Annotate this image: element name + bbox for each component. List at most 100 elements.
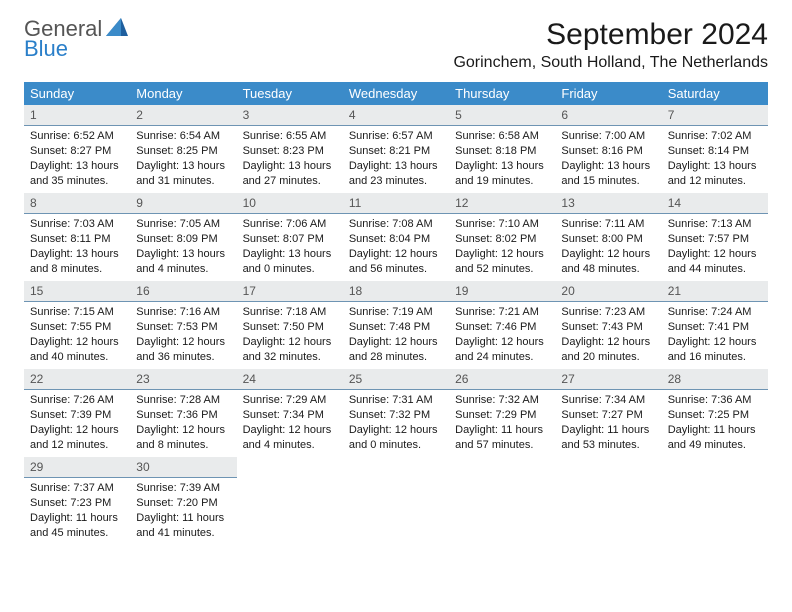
daylight-line1: Daylight: 12 hours [455,247,549,262]
daylight-line2: and 20 minutes. [561,350,655,365]
day-number: 14 [662,193,768,214]
day-details: Sunrise: 7:05 AMSunset: 8:09 PMDaylight:… [130,214,236,280]
day-number: 28 [662,369,768,390]
location-subtitle: Gorinchem, South Holland, The Netherland… [453,54,768,72]
daylight-line2: and 4 minutes. [243,438,337,453]
sunset-text: Sunset: 8:04 PM [349,232,443,247]
daylight-line2: and 44 minutes. [668,262,762,277]
calendar-day-cell: 28Sunrise: 7:36 AMSunset: 7:25 PMDayligh… [662,369,768,457]
daylight-line1: Daylight: 12 hours [561,335,655,350]
day-details: Sunrise: 7:34 AMSunset: 7:27 PMDaylight:… [555,390,661,456]
daylight-line1: Daylight: 11 hours [561,423,655,438]
sunset-text: Sunset: 7:27 PM [561,408,655,423]
calendar-day-cell [449,457,555,545]
sunrise-text: Sunrise: 7:02 AM [668,129,762,144]
daylight-line1: Daylight: 13 hours [136,159,230,174]
day-details: Sunrise: 7:03 AMSunset: 8:11 PMDaylight:… [24,214,130,280]
sunset-text: Sunset: 8:16 PM [561,144,655,159]
daylight-line2: and 57 minutes. [455,438,549,453]
calendar-day-cell: 5Sunrise: 6:58 AMSunset: 8:18 PMDaylight… [449,105,555,193]
day-details: Sunrise: 7:28 AMSunset: 7:36 PMDaylight:… [130,390,236,456]
sunset-text: Sunset: 8:23 PM [243,144,337,159]
sunrise-text: Sunrise: 7:21 AM [455,305,549,320]
calendar-week-row: 8Sunrise: 7:03 AMSunset: 8:11 PMDaylight… [24,193,768,281]
daylight-line1: Daylight: 11 hours [30,511,124,526]
sunset-text: Sunset: 8:25 PM [136,144,230,159]
sunrise-text: Sunrise: 7:24 AM [668,305,762,320]
calendar-day-cell: 14Sunrise: 7:13 AMSunset: 7:57 PMDayligh… [662,193,768,281]
sunrise-text: Sunrise: 6:58 AM [455,129,549,144]
calendar-day-cell: 24Sunrise: 7:29 AMSunset: 7:34 PMDayligh… [237,369,343,457]
daylight-line1: Daylight: 12 hours [243,335,337,350]
calendar-week-row: 29Sunrise: 7:37 AMSunset: 7:23 PMDayligh… [24,457,768,545]
sunset-text: Sunset: 7:57 PM [668,232,762,247]
daylight-line1: Daylight: 12 hours [30,423,124,438]
calendar-day-cell [237,457,343,545]
calendar-week-row: 22Sunrise: 7:26 AMSunset: 7:39 PMDayligh… [24,369,768,457]
day-details: Sunrise: 7:24 AMSunset: 7:41 PMDaylight:… [662,302,768,368]
calendar-day-cell: 22Sunrise: 7:26 AMSunset: 7:39 PMDayligh… [24,369,130,457]
daylight-line1: Daylight: 11 hours [455,423,549,438]
daylight-line2: and 19 minutes. [455,174,549,189]
daylight-line2: and 24 minutes. [455,350,549,365]
calendar-day-cell: 7Sunrise: 7:02 AMSunset: 8:14 PMDaylight… [662,105,768,193]
sunrise-text: Sunrise: 7:29 AM [243,393,337,408]
daylight-line1: Daylight: 13 hours [349,159,443,174]
day-details: Sunrise: 7:32 AMSunset: 7:29 PMDaylight:… [449,390,555,456]
daylight-line1: Daylight: 13 hours [243,247,337,262]
day-details: Sunrise: 6:52 AMSunset: 8:27 PMDaylight:… [24,126,130,192]
sunset-text: Sunset: 8:02 PM [455,232,549,247]
sunrise-text: Sunrise: 7:31 AM [349,393,443,408]
day-number: 22 [24,369,130,390]
day-details: Sunrise: 7:26 AMSunset: 7:39 PMDaylight:… [24,390,130,456]
day-details: Sunrise: 7:00 AMSunset: 8:16 PMDaylight:… [555,126,661,192]
daylight-line1: Daylight: 13 hours [30,247,124,262]
daylight-line2: and 16 minutes. [668,350,762,365]
calendar-day-cell: 11Sunrise: 7:08 AMSunset: 8:04 PMDayligh… [343,193,449,281]
sunset-text: Sunset: 7:46 PM [455,320,549,335]
sunrise-text: Sunrise: 6:52 AM [30,129,124,144]
sunrise-text: Sunrise: 7:36 AM [668,393,762,408]
sunrise-text: Sunrise: 7:06 AM [243,217,337,232]
sunrise-text: Sunrise: 7:13 AM [668,217,762,232]
day-details: Sunrise: 7:11 AMSunset: 8:00 PMDaylight:… [555,214,661,280]
sunset-text: Sunset: 8:21 PM [349,144,443,159]
daylight-line2: and 8 minutes. [30,262,124,277]
sunset-text: Sunset: 7:20 PM [136,496,230,511]
sunrise-text: Sunrise: 6:57 AM [349,129,443,144]
sunset-text: Sunset: 7:29 PM [455,408,549,423]
day-details: Sunrise: 7:18 AMSunset: 7:50 PMDaylight:… [237,302,343,368]
month-title: September 2024 [453,18,768,52]
daylight-line1: Daylight: 12 hours [561,247,655,262]
weekday-header: Monday [130,82,236,105]
logo-text-blue: Blue [24,39,128,59]
daylight-line1: Daylight: 11 hours [668,423,762,438]
daylight-line1: Daylight: 12 hours [668,335,762,350]
sunset-text: Sunset: 8:14 PM [668,144,762,159]
sunrise-text: Sunrise: 7:05 AM [136,217,230,232]
daylight-line1: Daylight: 12 hours [455,335,549,350]
daylight-line2: and 52 minutes. [455,262,549,277]
day-number: 20 [555,281,661,302]
weekday-header: Wednesday [343,82,449,105]
daylight-line2: and 40 minutes. [30,350,124,365]
day-number: 11 [343,193,449,214]
daylight-line2: and 36 minutes. [136,350,230,365]
calendar-day-cell: 16Sunrise: 7:16 AMSunset: 7:53 PMDayligh… [130,281,236,369]
day-number: 13 [555,193,661,214]
calendar-day-cell: 27Sunrise: 7:34 AMSunset: 7:27 PMDayligh… [555,369,661,457]
daylight-line2: and 0 minutes. [349,438,443,453]
sunrise-text: Sunrise: 7:19 AM [349,305,443,320]
daylight-line2: and 48 minutes. [561,262,655,277]
daylight-line2: and 23 minutes. [349,174,443,189]
calendar-day-cell: 10Sunrise: 7:06 AMSunset: 8:07 PMDayligh… [237,193,343,281]
calendar-body: 1Sunrise: 6:52 AMSunset: 8:27 PMDaylight… [24,105,768,545]
day-number: 16 [130,281,236,302]
day-details: Sunrise: 7:39 AMSunset: 7:20 PMDaylight:… [130,478,236,544]
daylight-line2: and 12 minutes. [668,174,762,189]
sunset-text: Sunset: 8:07 PM [243,232,337,247]
weekday-header-row: Sunday Monday Tuesday Wednesday Thursday… [24,82,768,105]
day-number: 5 [449,105,555,126]
calendar-day-cell [343,457,449,545]
calendar-day-cell: 13Sunrise: 7:11 AMSunset: 8:00 PMDayligh… [555,193,661,281]
